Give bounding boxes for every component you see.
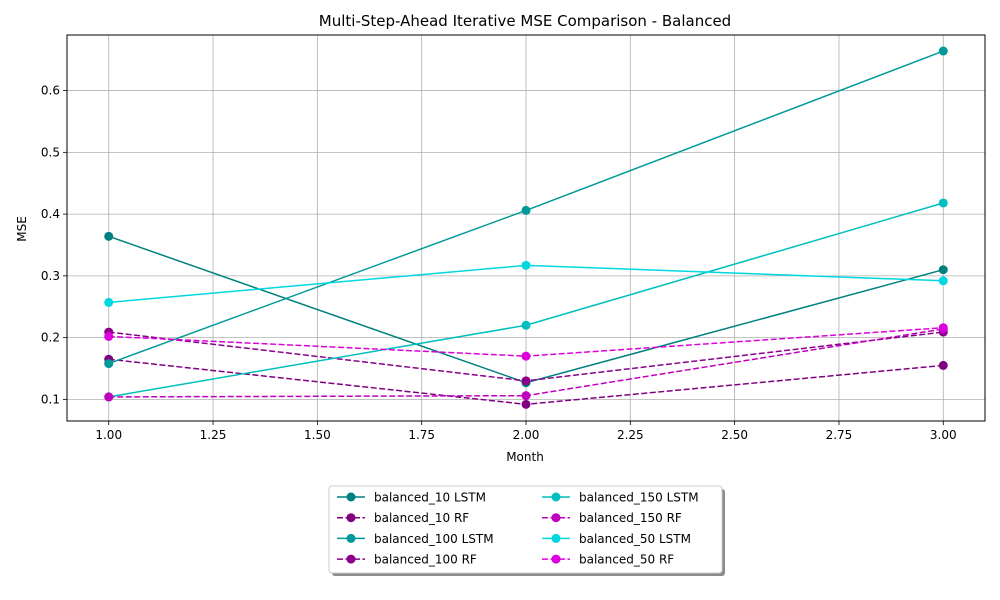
x-tick-label: 1.50 bbox=[304, 428, 331, 442]
y-tick-label: 0.3 bbox=[41, 269, 60, 283]
legend-item: balanced_50 LSTM bbox=[542, 532, 691, 546]
x-tick-label: 1.00 bbox=[95, 428, 122, 442]
legend-item: balanced_150 RF bbox=[542, 511, 682, 525]
series-layer bbox=[104, 46, 948, 409]
legend-label: balanced_50 RF bbox=[579, 553, 674, 567]
y-tick-label: 0.1 bbox=[41, 392, 60, 406]
legend-item: balanced_10 LSTM bbox=[337, 491, 486, 505]
legend-item: balanced_150 LSTM bbox=[542, 491, 699, 505]
series-2 bbox=[104, 46, 948, 369]
legend-marker bbox=[551, 554, 561, 564]
series-7 bbox=[104, 323, 948, 361]
data-point bbox=[521, 351, 531, 361]
data-point bbox=[938, 360, 948, 370]
legend-label: balanced_150 RF bbox=[579, 511, 682, 525]
y-axis-ticks: 0.1 0.2 0.3 0.4 0.5 0.6 bbox=[41, 84, 67, 406]
x-tick-label: 2.00 bbox=[513, 428, 540, 442]
legend-label: balanced_150 LSTM bbox=[579, 491, 699, 505]
data-point bbox=[521, 376, 531, 386]
legend-marker bbox=[551, 513, 561, 523]
y-tick-label: 0.2 bbox=[41, 331, 60, 345]
x-tick-label: 2.50 bbox=[721, 428, 748, 442]
y-axis-title: MSE bbox=[15, 216, 29, 242]
series-6 bbox=[104, 260, 948, 307]
data-point bbox=[938, 46, 948, 56]
legend-marker bbox=[346, 554, 356, 564]
legend-label: balanced_100 LSTM bbox=[374, 532, 494, 546]
legend-marker bbox=[551, 533, 561, 543]
chart-title: Multi-Step-Ahead Iterative MSE Compariso… bbox=[319, 12, 731, 30]
legend-label: balanced_100 RF bbox=[374, 553, 477, 567]
data-point bbox=[104, 392, 114, 402]
data-point bbox=[104, 231, 114, 241]
data-point bbox=[104, 297, 114, 307]
legend-box bbox=[328, 485, 723, 574]
legend-item: balanced_50 RF bbox=[542, 553, 674, 567]
legend-marker bbox=[346, 492, 356, 502]
legend-item: balanced_10 RF bbox=[337, 511, 469, 525]
x-axis-ticks: 1.00 1.25 1.50 1.75 2.00 2.25 2.50 2.75 3.00 bbox=[95, 421, 957, 442]
legend-label: balanced_10 LSTM bbox=[374, 491, 486, 505]
data-point bbox=[104, 331, 114, 341]
data-point bbox=[938, 323, 948, 333]
data-point bbox=[521, 260, 531, 270]
legend-marker bbox=[346, 513, 356, 523]
data-point bbox=[938, 198, 948, 208]
legend: balanced_10 LSTM balanced_10 RF balanced_1… bbox=[328, 485, 725, 576]
x-tick-label: 1.75 bbox=[408, 428, 435, 442]
legend-label: balanced_50 LSTM bbox=[579, 532, 691, 546]
data-point bbox=[938, 276, 948, 286]
data-point bbox=[104, 359, 114, 369]
x-axis-title: Month bbox=[506, 450, 544, 464]
x-tick-label: 2.25 bbox=[617, 428, 644, 442]
data-point bbox=[521, 399, 531, 409]
y-tick-label: 0.6 bbox=[41, 84, 60, 98]
legend-label: balanced_10 RF bbox=[374, 511, 469, 525]
data-point bbox=[521, 320, 531, 330]
x-tick-label: 2.75 bbox=[826, 428, 853, 442]
y-tick-label: 0.4 bbox=[41, 207, 60, 221]
data-point bbox=[521, 391, 531, 401]
legend-item: balanced_100 LSTM bbox=[337, 532, 494, 546]
legend-marker bbox=[346, 533, 356, 543]
legend-marker bbox=[551, 492, 561, 502]
data-point bbox=[938, 265, 948, 275]
x-tick-label: 1.25 bbox=[200, 428, 227, 442]
x-tick-label: 3.00 bbox=[930, 428, 957, 442]
data-point bbox=[521, 205, 531, 215]
y-tick-label: 0.5 bbox=[41, 145, 60, 159]
legend-item: balanced_100 RF bbox=[337, 553, 477, 567]
